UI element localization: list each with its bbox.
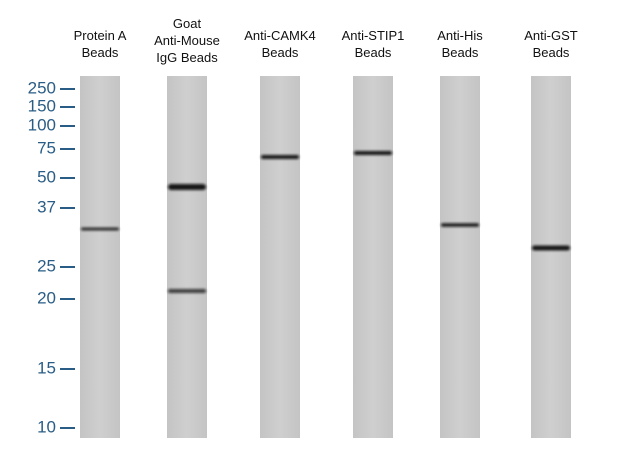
band [168, 184, 206, 190]
band [261, 155, 299, 159]
band [532, 245, 570, 251]
lane [353, 76, 393, 438]
marker-label: 10 [37, 417, 56, 436]
lane-label: Beads [82, 45, 119, 60]
lane-label: Beads [442, 45, 479, 60]
band [441, 223, 479, 227]
lane [167, 76, 207, 438]
marker-label: 75 [37, 138, 56, 157]
lane-label: Beads [533, 45, 570, 60]
band [168, 289, 206, 293]
lane-label: Beads [355, 45, 392, 60]
lane-label: Anti-His [437, 28, 483, 43]
lane-label: Anti-GST [524, 28, 578, 43]
lane-label: Goat [173, 16, 202, 31]
lane [531, 76, 571, 438]
lane-label: Anti-CAMK4 [244, 28, 316, 43]
lane [80, 76, 120, 438]
lane [260, 76, 300, 438]
marker-label: 25 [37, 256, 56, 275]
lane-label: Anti-Mouse [154, 33, 220, 48]
lane [440, 76, 480, 438]
marker-label: 37 [37, 197, 56, 216]
band [354, 151, 392, 155]
marker-label: 150 [28, 96, 56, 115]
marker-label: 15 [37, 358, 56, 377]
lane-label: Anti-STIP1 [342, 28, 405, 43]
marker-label: 100 [28, 115, 56, 134]
lane-label: Beads [262, 45, 299, 60]
marker-label: 20 [37, 288, 56, 307]
lane-label: Protein A [74, 28, 127, 43]
marker-label: 50 [37, 167, 56, 186]
lane-label: IgG Beads [156, 50, 218, 65]
band [81, 227, 119, 231]
marker-label: 250 [28, 78, 56, 97]
